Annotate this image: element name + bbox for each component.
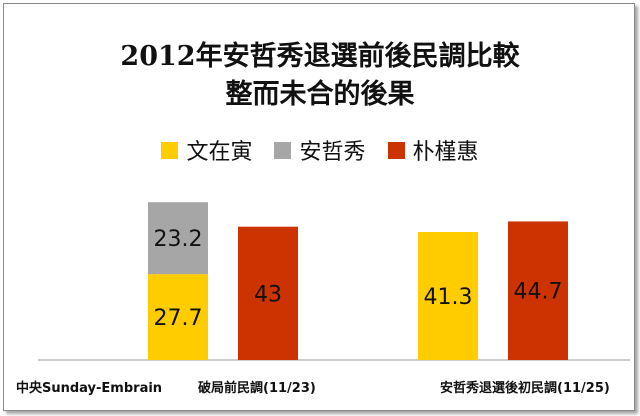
legend-swatch-gray — [274, 141, 292, 159]
legend-item-ahn: 安哲秀 — [274, 134, 366, 166]
data-label-moon-2: 41.3 — [424, 285, 473, 310]
data-label-moon-1: 27.7 — [154, 306, 203, 331]
chart-legend: 文在寅 安哲秀 朴槿惠 — [0, 134, 640, 166]
bar-park-1 — [238, 226, 298, 360]
legend-label-park: 朴槿惠 — [412, 140, 479, 165]
chart-subtitle: 整而未合的後果 — [225, 79, 415, 110]
chart-title: 2012年安哲秀退選前後民調比較 — [120, 41, 520, 72]
legend-item-park: 朴槿惠 — [387, 134, 479, 166]
data-label-park-2: 44.7 — [514, 280, 563, 305]
bar-moon-1 — [148, 274, 208, 360]
category-label-1: 破局前民調(11/23) — [198, 381, 316, 396]
data-label-park-1: 43 — [254, 282, 282, 307]
bar-park-2 — [508, 221, 568, 360]
legend-item-moon: 文在寅 — [161, 134, 252, 166]
legend-label-moon: 文在寅 — [186, 140, 253, 165]
legend-swatch-red — [387, 141, 405, 159]
bar-ahn-1 — [148, 202, 208, 275]
legend-swatch-yellow — [161, 141, 179, 159]
source-label: 中央Sunday-Embrain — [16, 381, 163, 396]
data-label-ahn-1: 23.2 — [154, 227, 203, 252]
category-label-2: 安哲秀退選後初民調(11/25) — [440, 381, 610, 396]
bar-moon-2 — [418, 231, 478, 360]
legend-label-ahn: 安哲秀 — [299, 140, 366, 165]
